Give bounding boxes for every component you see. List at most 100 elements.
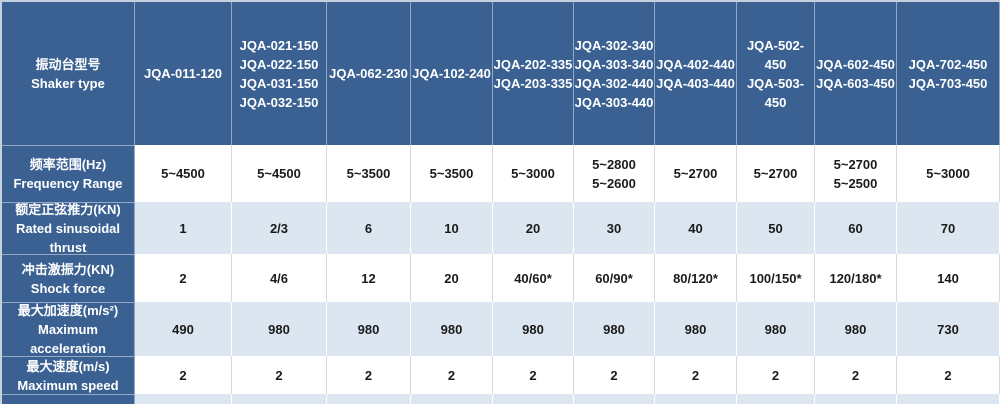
- value-cell: 2: [135, 356, 232, 394]
- value-cell-line: 5~3500: [346, 166, 391, 181]
- value-cell: 20: [493, 202, 574, 254]
- value-cell: 5~3000: [897, 145, 1000, 202]
- row-label-line: 额定正弦推力(KN): [15, 202, 121, 217]
- value-cell-line: 5~2500: [833, 175, 878, 191]
- value-cell: 5~2700 5~2500: [815, 145, 897, 202]
- value-cell-line: 5~2600: [592, 175, 636, 191]
- row-label-partial: [2, 394, 135, 404]
- model-header-cell: JQA-502-450 JQA-503-450: [737, 2, 815, 145]
- value-cell-line: 60/90*: [595, 270, 633, 286]
- value-cell: 5~2700: [655, 145, 737, 202]
- value-cell-line: 980: [684, 321, 707, 337]
- value-cell-line: 5~2700: [833, 156, 878, 172]
- model-header-cell-line: JQA-303-440: [574, 94, 654, 110]
- value-cell: 1: [135, 202, 232, 254]
- model-header-cell: JQA-062-230: [327, 2, 411, 145]
- value-cell: 2: [574, 356, 655, 394]
- value-cell: 70: [897, 202, 1000, 254]
- row-label: 频率范围(Hz) Frequency Range: [2, 145, 135, 202]
- model-header-cell-line: JQA-503-450: [746, 75, 805, 110]
- value-cell: 100/150*: [737, 254, 815, 302]
- value-cell: 2: [232, 356, 327, 394]
- value-cell-line: 980: [440, 321, 463, 337]
- value-cell-line: 4/6: [269, 270, 289, 286]
- value-cell: 30: [574, 202, 655, 254]
- model-header-cell-line: JQA-302-440: [574, 75, 654, 91]
- value-cell: 980: [493, 302, 574, 356]
- value-cell-line: 140: [937, 270, 959, 286]
- value-cell-partial: [574, 394, 655, 404]
- value-cell: 5~4500: [232, 145, 327, 202]
- row-label-line: Maximum acceleration: [30, 322, 106, 356]
- model-header-cell: JQA-302-340 JQA-303-340 JQA-302-440 JQA-303…: [574, 2, 655, 145]
- value-cell-line: 2: [179, 270, 187, 286]
- value-cell-line: 980: [522, 321, 544, 337]
- model-header-cell-line: JQA-202-335: [493, 56, 573, 72]
- value-cell-partial: [327, 394, 411, 404]
- value-cell: 2: [737, 356, 815, 394]
- model-header-cell-line: JQA-021-150: [239, 37, 319, 53]
- value-cell-line: 5~2700: [673, 166, 718, 181]
- value-cell-line: 490: [172, 321, 194, 337]
- value-cell-line: 5~4500: [257, 166, 301, 181]
- value-cell-line: 2: [447, 367, 456, 383]
- value-cell-partial: [655, 394, 737, 404]
- row-label-line: Maximum speed: [17, 377, 119, 393]
- value-cell: 5~4500: [135, 145, 232, 202]
- value-cell: 60/90*: [574, 254, 655, 302]
- value-cell-line: 2: [610, 367, 618, 383]
- model-header-cell-line: JQA-603-450: [816, 75, 895, 91]
- row-label-line: Rated sinusoidal thrust: [15, 221, 121, 254]
- row-label-line: 最大速度(m/s): [26, 358, 110, 374]
- model-header-cell-line: JQA-402-440: [656, 56, 735, 72]
- row-label-line: 冲击激振力(KN): [21, 261, 115, 277]
- value-cell: 5~2800 5~2600: [574, 145, 655, 202]
- model-header-cell-line: JQA-203-335: [493, 75, 573, 91]
- value-cell: 5~3500: [327, 145, 411, 202]
- model-header-cell-line: JQA-302-340: [574, 37, 654, 53]
- value-cell-line: 20: [444, 270, 459, 286]
- value-cell-line: 5~3000: [926, 166, 970, 181]
- value-cell: 490: [135, 302, 232, 356]
- model-header-cell-line: JQA-303-340: [574, 56, 654, 72]
- value-cell-line: 2: [691, 367, 700, 383]
- value-cell: 2: [327, 356, 411, 394]
- value-cell: 980: [574, 302, 655, 356]
- value-cell: 120/180*: [815, 254, 897, 302]
- value-cell: 5~2700: [737, 145, 815, 202]
- value-cell: 40/60*: [493, 254, 574, 302]
- row-label: 冲击激振力(KN) Shock force: [2, 254, 135, 302]
- value-cell-line: 70: [940, 220, 956, 236]
- model-header-cell: JQA-602-450 JQA-603-450: [815, 2, 897, 145]
- shaker-type-header: 振动台型号 Shaker type: [2, 2, 135, 145]
- model-header-cell-line: JQA-011-120: [143, 66, 223, 81]
- shaker-type-header-line: Shaker type: [31, 75, 105, 91]
- row-label-line: 频率范围(Hz): [29, 157, 107, 172]
- value-cell: 2: [135, 254, 232, 302]
- value-cell-line: 1: [179, 220, 187, 236]
- model-header-cell-line: JQA-102-240: [412, 66, 491, 81]
- row-label-line: 最大加速度(m/s²): [17, 303, 119, 318]
- value-cell-line: 980: [268, 321, 290, 337]
- value-cell-partial: [897, 394, 1000, 404]
- value-cell-partial: [411, 394, 493, 404]
- value-cell: 80/120*: [655, 254, 737, 302]
- value-cell-line: 2: [275, 367, 283, 383]
- value-cell: 980: [411, 302, 493, 356]
- value-cell: 5~3000: [493, 145, 574, 202]
- value-cell-partial: [815, 394, 897, 404]
- shaker-type-header-line: 振动台型号: [35, 56, 101, 72]
- row-label-line: Shock force: [30, 280, 106, 296]
- model-header-cell: JQA-402-440 JQA-403-440: [655, 2, 737, 145]
- value-cell: 980: [737, 302, 815, 356]
- value-cell-line: 980: [844, 321, 867, 337]
- value-cell-partial: [493, 394, 574, 404]
- value-cell-line: 2: [364, 367, 373, 383]
- value-cell: 980: [815, 302, 897, 356]
- value-cell: 2: [493, 356, 574, 394]
- value-cell-line: 50: [768, 220, 783, 236]
- value-cell-line: 120/180*: [829, 270, 882, 286]
- value-cell-partial: [232, 394, 327, 404]
- model-header-cell-line: JQA-602-450: [816, 56, 895, 72]
- value-cell: 20: [411, 254, 493, 302]
